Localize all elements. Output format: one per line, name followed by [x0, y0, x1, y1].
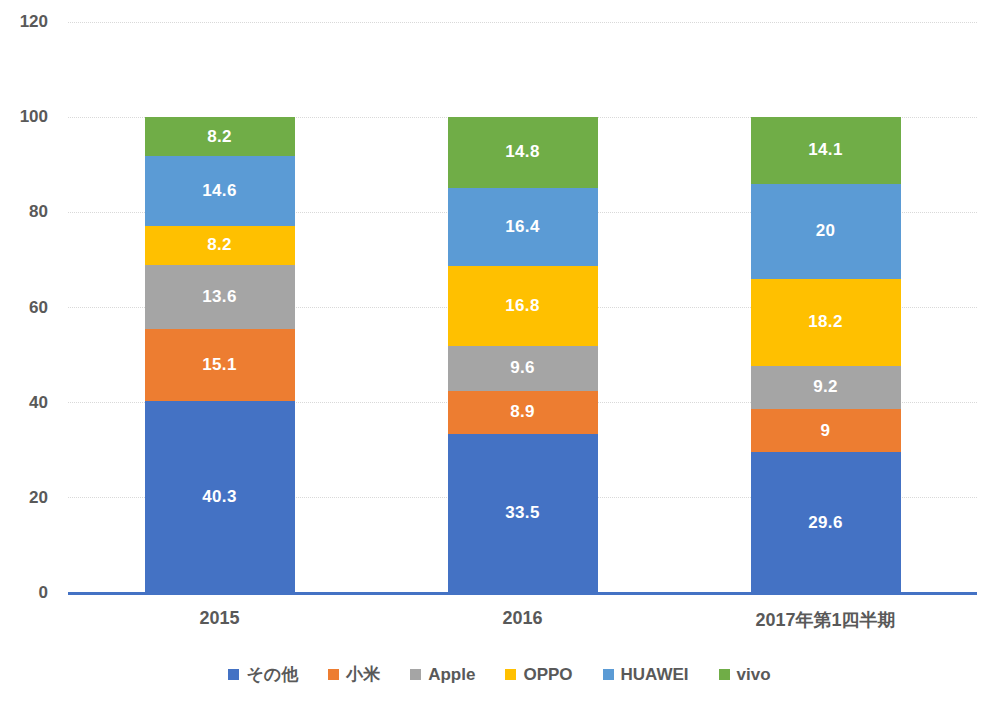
- bar-value-label: 8.2: [207, 235, 232, 255]
- bar-segment: 29.6: [751, 452, 901, 593]
- bar-value-label: 16.8: [505, 296, 539, 316]
- y-tick-label: 100: [4, 107, 48, 127]
- bar-value-label: 14.6: [202, 181, 236, 201]
- stacked-bar-chart: 02040608010012040.315.113.68.214.68.2201…: [0, 0, 999, 709]
- bar-value-label: 13.6: [202, 287, 236, 307]
- bar-value-label: 15.1: [202, 355, 236, 375]
- bar-segment: 33.5: [448, 434, 598, 593]
- bar-value-label: 40.3: [202, 487, 236, 507]
- bar-value-label: 18.2: [808, 312, 842, 332]
- bar-segment: 18.2: [751, 279, 901, 366]
- legend-item-5: vivo: [719, 665, 771, 685]
- bar-value-label: 9.6: [510, 358, 535, 378]
- legend-label: その他: [246, 663, 298, 686]
- bar-value-label: 14.8: [505, 142, 539, 162]
- bar-segment: 9.2: [751, 366, 901, 410]
- legend-item-4: HUAWEI: [603, 665, 689, 685]
- bar-segment: 8.2: [145, 226, 295, 265]
- legend-item-2: Apple: [410, 665, 475, 685]
- bar-segment: 13.6: [145, 265, 295, 330]
- legend-item-0: その他: [228, 663, 298, 686]
- bar-value-label: 8.9: [510, 402, 535, 422]
- bar-value-label: 16.4: [505, 217, 539, 237]
- y-tick-label: 80: [4, 202, 48, 222]
- legend-swatch-icon: [719, 669, 730, 680]
- bar-value-label: 20: [816, 221, 836, 241]
- bar-value-label: 9.2: [813, 377, 838, 397]
- y-tick-label: 0: [4, 583, 48, 603]
- y-tick-label: 120: [4, 12, 48, 32]
- bar-segment: 14.1: [751, 117, 901, 184]
- bar-segment: 8.9: [448, 391, 598, 433]
- legend-swatch-icon: [328, 669, 339, 680]
- bar-segment: 8.2: [145, 117, 295, 156]
- legend-label: HUAWEI: [621, 665, 689, 685]
- legend: その他 小米 Apple OPPO HUAWEI vivo: [0, 663, 999, 686]
- legend-label: OPPO: [523, 665, 572, 685]
- bar-segment: 40.3: [145, 401, 295, 593]
- legend-swatch-icon: [603, 669, 614, 680]
- bar-segment: 9.6: [448, 346, 598, 392]
- y-tick-label: 40: [4, 393, 48, 413]
- legend-label: Apple: [428, 665, 475, 685]
- bar-segment: 20: [751, 184, 901, 279]
- bar-segment: 14.8: [448, 117, 598, 187]
- legend-swatch-icon: [505, 669, 516, 680]
- bar-value-label: 9: [821, 421, 831, 441]
- legend-label: vivo: [737, 665, 771, 685]
- bar-segment: 9: [751, 409, 901, 452]
- bar-value-label: 8.2: [207, 127, 232, 147]
- legend-label: 小米: [346, 663, 380, 686]
- bar-value-label: 29.6: [808, 513, 842, 533]
- legend-item-1: 小米: [328, 663, 380, 686]
- bar-value-label: 14.1: [808, 140, 842, 160]
- bar-value-label: 33.5: [505, 503, 539, 523]
- bar-segment: 16.4: [448, 188, 598, 266]
- x-category-label: 2017年第1四半期: [676, 608, 976, 632]
- y-tick-label: 20: [4, 488, 48, 508]
- gridline: [68, 22, 977, 23]
- bar-segment: 15.1: [145, 329, 295, 401]
- y-tick-label: 60: [4, 298, 48, 318]
- bar-segment: 16.8: [448, 266, 598, 346]
- legend-item-3: OPPO: [505, 665, 572, 685]
- legend-swatch-icon: [410, 669, 421, 680]
- legend-swatch-icon: [228, 669, 239, 680]
- x-category-label: 2016: [373, 608, 673, 629]
- bar-segment: 14.6: [145, 156, 295, 225]
- x-category-label: 2015: [70, 608, 370, 629]
